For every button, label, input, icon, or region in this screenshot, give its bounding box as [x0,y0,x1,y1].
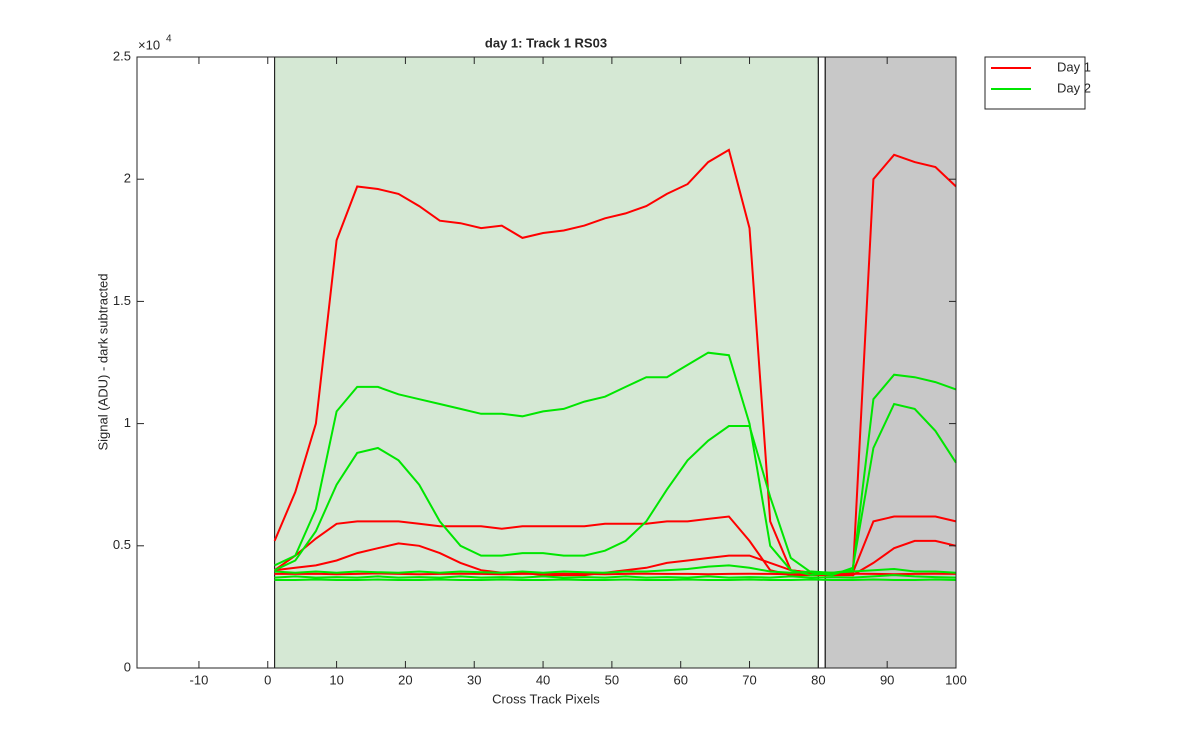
y-tick-label: 1.5 [113,293,131,308]
x-tick-label: 10 [329,672,343,687]
data-line [274,574,957,579]
y-tick-label: 0 [124,659,131,674]
chart-title: day 1: Track 1 RS03 [485,35,607,50]
y-multiplier-exponent: 4 [166,34,172,45]
legend-label: Day 1 [1057,59,1091,74]
x-tick-label: 0 [264,672,271,687]
data-line [274,572,957,576]
x-tick-label: 80 [811,672,825,687]
legend-label: Day 2 [1057,80,1091,95]
data-line [274,564,957,574]
x-tick-label: 50 [605,672,619,687]
y-multiplier: ×10 [138,37,160,52]
x-axis-label: Cross Track Pixels [492,691,600,706]
x-tick-label: 60 [673,672,687,687]
x-tick-label: 40 [536,672,550,687]
y-axis-label: Signal (ADU) - dark subtracted [95,273,110,450]
axes-box [136,56,957,669]
y-tick-label: 2 [124,171,131,186]
x-tick-label: 100 [945,672,967,687]
legend-box [984,56,1086,110]
y-tick-label: 0.5 [113,537,131,552]
x-tick-label: -10 [190,672,209,687]
x-tick-label: 20 [398,672,412,687]
y-tick-label: 1 [124,415,131,430]
x-tick-label: 90 [880,672,894,687]
x-tick-label: 30 [467,672,481,687]
x-tick-label: 70 [742,672,756,687]
data-line [274,578,957,581]
y-tick-label: 2.5 [113,48,131,63]
